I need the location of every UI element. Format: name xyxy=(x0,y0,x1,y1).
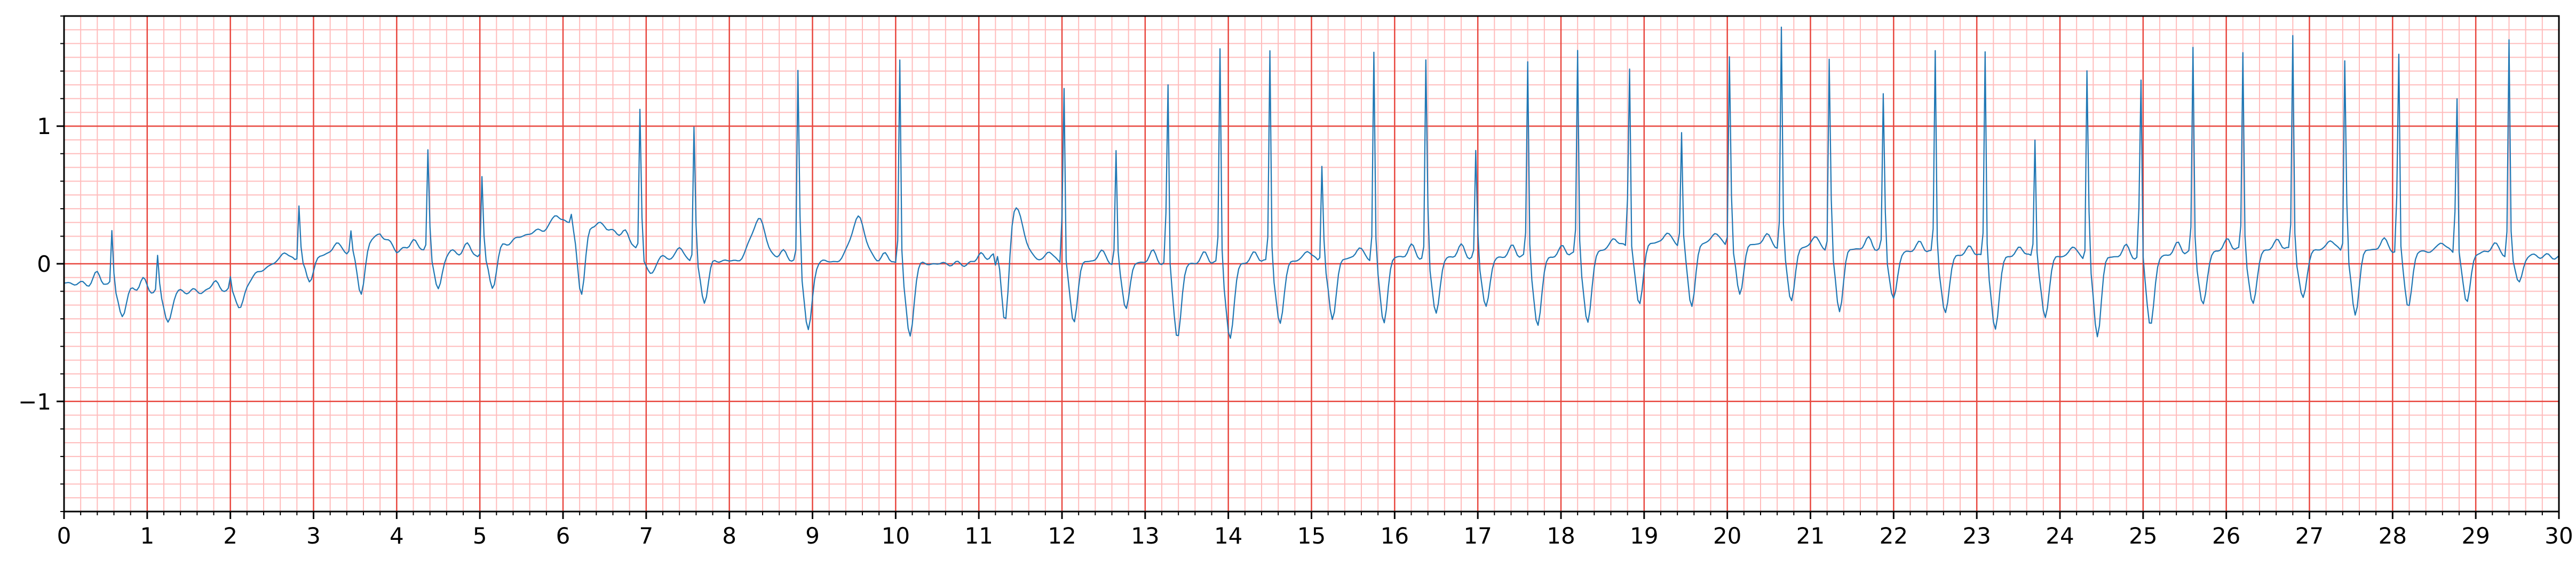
x-tick-label: 9 xyxy=(805,523,820,549)
y-tick-label: 0 xyxy=(37,251,51,277)
x-tick-label: 3 xyxy=(306,523,321,549)
x-tick-label: 21 xyxy=(1796,523,1825,549)
x-tick-label: 14 xyxy=(1214,523,1242,549)
x-tick-label: 27 xyxy=(2295,523,2324,549)
y-axis: −1 0 1 xyxy=(18,15,64,512)
series-layer xyxy=(64,26,2559,339)
x-axis: 0 1 2 3 4 5 6 7 8 9 10 11 12 13 14 15 16 17 18 19 20 21 22 23 24… xyxy=(57,512,2573,549)
x-tick-label: 7 xyxy=(639,523,653,549)
x-tick-label: 28 xyxy=(2379,523,2407,549)
major-grid xyxy=(63,16,2560,512)
x-tick-label: 2 xyxy=(223,523,237,549)
y-tick-label: −1 xyxy=(18,389,51,415)
x-tick-label: 13 xyxy=(1131,523,1159,549)
x-tick-label: 10 xyxy=(882,523,910,549)
x-tick-label: 24 xyxy=(2046,523,2074,549)
x-tick-label: 8 xyxy=(722,523,736,549)
x-tick-label: 19 xyxy=(1630,523,1658,549)
x-tick-label: 29 xyxy=(2461,523,2490,549)
x-tick-label: 15 xyxy=(1297,523,1326,549)
x-tick-label: 12 xyxy=(1048,523,1076,549)
x-tick-label: 6 xyxy=(556,523,570,549)
x-tick-label: 20 xyxy=(1713,523,1741,549)
y-tick-label: 1 xyxy=(37,113,51,139)
x-tick-label: 30 xyxy=(2545,523,2573,549)
ecg-trace xyxy=(64,26,2559,339)
x-tick-label: 0 xyxy=(57,523,72,549)
x-tick-label: 23 xyxy=(1962,523,1991,549)
x-tick-label: 17 xyxy=(1463,523,1492,549)
x-tick-label: 26 xyxy=(2212,523,2240,549)
x-tick-label: 11 xyxy=(964,523,993,549)
x-tick-label: 25 xyxy=(2129,523,2157,549)
x-tick-label: 4 xyxy=(390,523,404,549)
x-tick-label: 1 xyxy=(140,523,154,549)
x-tick-label: 16 xyxy=(1381,523,1409,549)
x-tick-label: 5 xyxy=(473,523,487,549)
x-tick-label: 18 xyxy=(1547,523,1575,549)
x-tick-label: 22 xyxy=(1880,523,1908,549)
